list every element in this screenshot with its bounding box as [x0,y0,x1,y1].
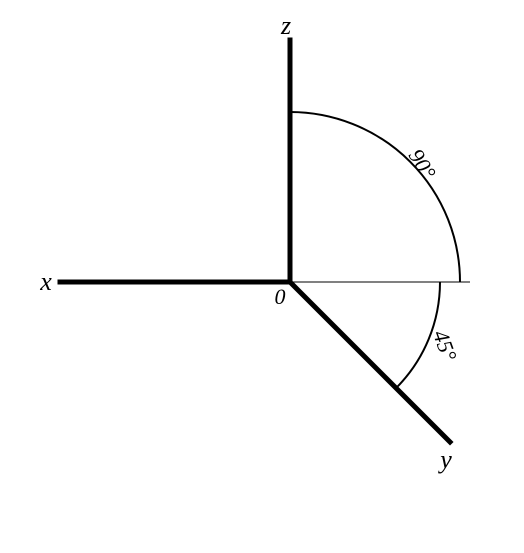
angle-90-arc [290,112,460,282]
x-axis-label: x [39,267,52,296]
coordinate-diagram: x z y 0 90° 45° [0,0,524,553]
origin-label: 0 [275,284,286,309]
y-axis-label: y [437,445,452,474]
y-axis [290,282,450,442]
angle-45-label: 45° [428,327,462,365]
z-axis-label: z [280,11,291,40]
angle-90-label: 90° [404,144,442,184]
